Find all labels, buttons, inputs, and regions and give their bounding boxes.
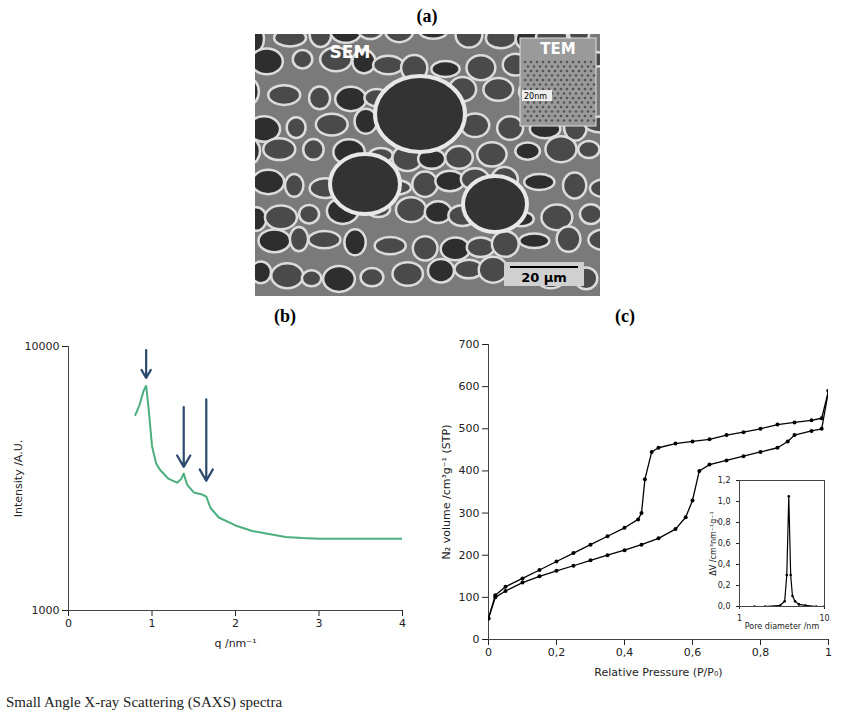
svg-text:0,8: 0,8: [718, 518, 731, 527]
svg-text:4: 4: [399, 617, 406, 630]
svg-text:0,4: 0,4: [718, 560, 731, 569]
svg-text:0: 0: [485, 646, 492, 659]
svg-text:1: 1: [825, 646, 832, 659]
svg-text:0,8: 0,8: [752, 646, 770, 659]
svg-text:100: 100: [459, 591, 480, 604]
svg-text:1000: 1000: [32, 604, 60, 617]
svg-text:300: 300: [459, 507, 480, 520]
svg-text:1: 1: [737, 614, 742, 623]
svg-text:0,2: 0,2: [548, 646, 566, 659]
svg-text:0,4: 0,4: [616, 646, 634, 659]
svg-text:500: 500: [459, 422, 480, 435]
svg-text:10000: 10000: [25, 340, 60, 353]
html-text:(b): (b): [274, 306, 296, 326]
html-text:(c): (c): [615, 306, 635, 326]
svg-text:400: 400: [459, 464, 480, 477]
svg-text:20nm: 20nm: [524, 92, 547, 101]
svg-text:0,6: 0,6: [718, 539, 731, 548]
html-text:Small Angle X-ray Scattering (: Small Angle X-ray Scattering (SAXS) spec…: [6, 694, 283, 710]
svg-text:20 μm: 20 μm: [521, 270, 567, 285]
svg-text:N₂ volume /cm³g⁻¹ (STP): N₂ volume /cm³g⁻¹ (STP): [440, 425, 453, 560]
svg-text:3: 3: [316, 617, 323, 630]
svg-text:0: 0: [473, 633, 480, 646]
svg-text:2: 2: [232, 617, 239, 630]
svg-text:0: 0: [65, 617, 72, 630]
svg-text:ΔV /cm³nm⁻¹g⁻¹: ΔV /cm³nm⁻¹g⁻¹: [709, 511, 718, 575]
svg-text:q /nm⁻¹: q /nm⁻¹: [214, 637, 256, 650]
svg-text:TEM: TEM: [540, 40, 575, 58]
svg-text:200: 200: [459, 549, 480, 562]
html-text:(a): (a): [416, 6, 438, 26]
svg-text:0,0: 0,0: [718, 602, 731, 611]
svg-text:700: 700: [459, 338, 480, 351]
svg-text:1: 1: [149, 617, 156, 630]
svg-text:1,0: 1,0: [718, 497, 731, 506]
svg-text:Relative Pressure (P/P₀): Relative Pressure (P/P₀): [594, 666, 722, 679]
svg-text:1,2: 1,2: [718, 476, 731, 485]
svg-text:600: 600: [459, 380, 480, 393]
svg-text:0,6: 0,6: [684, 646, 702, 659]
svg-text:Pore diameter /nm: Pore diameter /nm: [745, 622, 820, 631]
svg-text:0,2: 0,2: [718, 581, 731, 590]
svg-text:SEM: SEM: [330, 42, 371, 62]
svg-text:Intensity /A.U.: Intensity /A.U.: [12, 440, 25, 517]
svg-text:10: 10: [819, 614, 829, 623]
